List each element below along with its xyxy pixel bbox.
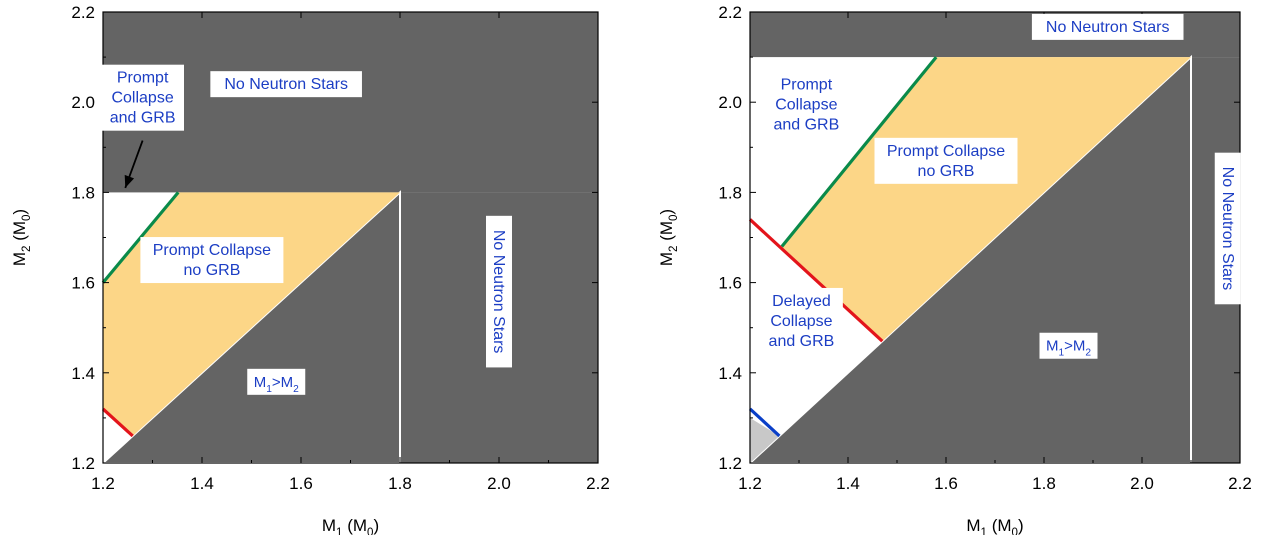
- region-label-text: No Neutron Stars: [224, 76, 348, 93]
- boundary-line-red: [101, 407, 134, 438]
- y-tick-label: 1.6: [71, 274, 95, 293]
- region-label: Prompt Collapse and GRB: [764, 71, 848, 138]
- region-label-text: Collapse: [111, 90, 173, 107]
- region-label-text: Prompt Collapse: [153, 242, 271, 259]
- y-tick-label: 1.4: [718, 364, 742, 383]
- region-label-box: [101, 64, 184, 131]
- region-label-box: [486, 215, 512, 368]
- boundary-line-red: [748, 218, 884, 343]
- region-label-text: Delayed: [772, 293, 831, 310]
- region-prompt-no-grb: [781, 57, 1191, 342]
- y-tick-label: 1.4: [71, 364, 95, 383]
- x-tick-label: 1.2: [91, 474, 115, 493]
- x-tick-label: 1.8: [388, 474, 412, 493]
- x-axis-label: M1 (M0): [966, 516, 1023, 535]
- y-axis-label: M2 (M0): [10, 209, 33, 266]
- y-tick-label: 2.2: [71, 3, 95, 22]
- m-label-text: M1>M2: [254, 374, 299, 395]
- m-label-box: [247, 368, 306, 395]
- y-axis-label-group: M2 (M0): [10, 209, 33, 266]
- y-tick-label: 1.2: [71, 454, 95, 473]
- boundary-line-blue: [748, 407, 781, 438]
- x-tick-label: 1.4: [190, 474, 214, 493]
- region-label: Prompt Collapse no GRB: [140, 237, 284, 284]
- y-tick-label: 2.0: [71, 93, 95, 112]
- x-tick-label: 1.4: [836, 474, 860, 493]
- region-no-ns-top: [103, 12, 598, 193]
- x-tick-label: 1.2: [738, 474, 762, 493]
- region-label-text: no GRB: [183, 262, 240, 279]
- y-tick-label: 1.8: [718, 183, 742, 202]
- chart-panel-right: 1.21.2 1.4 1.4 1.6 1.6 1.8 1.8 2.0 2.0 2.2 2.2 M1 (…: [657, 3, 1252, 535]
- region-label-text: No Neutron Stars: [1046, 19, 1170, 36]
- region-light-triangle: [750, 417, 780, 463]
- x-tick-label: 1.6: [934, 474, 958, 493]
- x-tick-label: 2.0: [487, 474, 511, 493]
- region-label-box: [764, 71, 848, 138]
- region-label-text: Collapse: [775, 96, 837, 113]
- region-label-text: and GRB: [773, 116, 839, 133]
- region-label-box: [760, 287, 843, 354]
- region-label: Prompt Collapse no GRB: [874, 137, 1018, 184]
- x-tick-label: 2.2: [586, 474, 610, 493]
- region-label: Prompt Collapse and GRB: [101, 64, 184, 131]
- boundary-line-green: [780, 56, 938, 248]
- y-tick-label: 2.0: [718, 93, 742, 112]
- region-label: No Neutron Stars: [1031, 13, 1184, 40]
- region-label-box: [210, 71, 362, 98]
- region-label-box: [1031, 13, 1184, 40]
- region-label: No Neutron Stars: [1214, 152, 1241, 305]
- y-axis-label-group: M2 (M0): [657, 209, 680, 266]
- region-label-text: Prompt: [117, 70, 169, 87]
- region-label-text: and GRB: [769, 333, 835, 350]
- region-label-box: [874, 137, 1018, 184]
- x-axis-label: M1 (M0): [322, 516, 379, 535]
- region-label-text: and GRB: [110, 110, 176, 127]
- chart-panel-left: 1.21.2 1.4 1.4 1.6 1.6 1.8 1.8 2.0 2.0 2.2 2.2 M1 (…: [10, 3, 610, 535]
- x-tick-label: 1.8: [1032, 474, 1056, 493]
- region-label: Delayed Collapse and GRB: [760, 287, 843, 354]
- x-tick-label: 2.0: [1130, 474, 1154, 493]
- y-tick-label: 1.8: [71, 183, 95, 202]
- x-tick-label: 2.2: [1228, 474, 1252, 493]
- region-label-text: Collapse: [770, 313, 832, 330]
- arrow-head: [124, 174, 135, 188]
- region-label-box: [1214, 152, 1241, 305]
- region-label-text: Prompt Collapse: [887, 143, 1005, 160]
- y-tick-label: 2.2: [718, 3, 742, 22]
- region-label-text: Prompt: [781, 76, 833, 93]
- m-label-box: [1039, 332, 1098, 359]
- region-label-box: [140, 237, 284, 284]
- region-label-text: No Neutron Stars: [1219, 167, 1236, 291]
- y-tick-label: 1.2: [718, 454, 742, 473]
- y-axis-label: M2 (M0): [657, 209, 680, 266]
- region-label: No Neutron Stars: [486, 215, 512, 368]
- m-label-text: M1>M2: [1046, 338, 1091, 359]
- x-tick-label: 1.6: [289, 474, 313, 493]
- region-label-text: No Neutron Stars: [490, 230, 507, 354]
- region-label-text: no GRB: [918, 163, 975, 180]
- region-label: No Neutron Stars: [210, 71, 362, 98]
- y-tick-label: 1.6: [718, 274, 742, 293]
